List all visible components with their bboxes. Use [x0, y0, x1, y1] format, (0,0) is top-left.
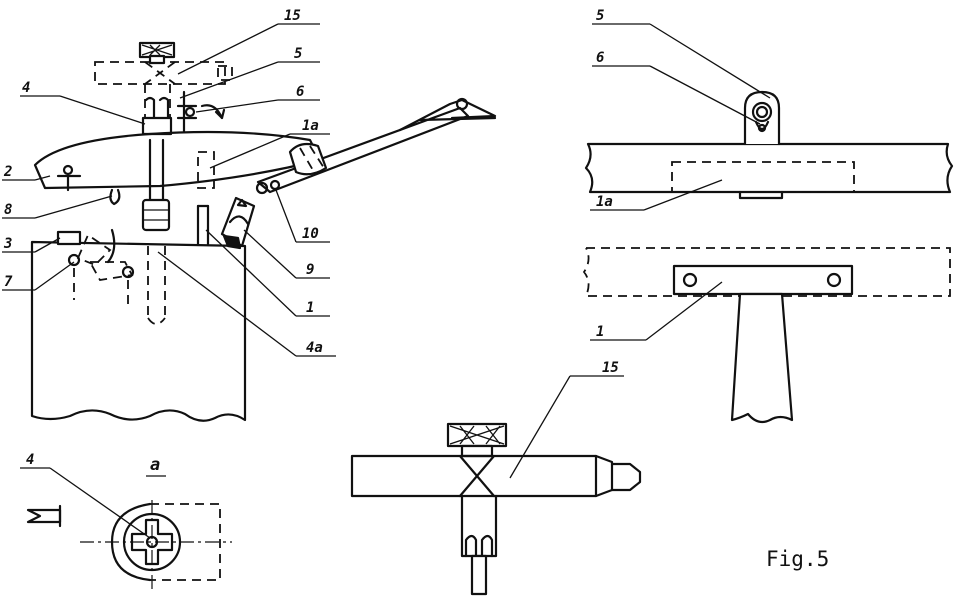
hook-8	[109, 188, 121, 206]
direction-arrow	[26, 508, 62, 524]
post-1	[196, 204, 210, 246]
detail-view-a: a 4	[20, 452, 232, 590]
label-6-left: 6	[296, 84, 304, 100]
right-views: 5 6 1a 1	[582, 8, 954, 424]
label-1-right: 1	[596, 324, 604, 340]
label-5-right: 5	[596, 8, 604, 24]
bottom-view-holder: 15	[350, 360, 642, 596]
label-7-left: 7	[4, 274, 13, 290]
label-9-left: 9	[306, 262, 314, 278]
label-15-left: 15	[284, 8, 301, 24]
lower-rail	[582, 247, 951, 297]
arm-10	[255, 97, 497, 195]
label-1a-left: 1a	[302, 118, 319, 134]
plate-1	[672, 264, 854, 296]
tool-holder-15	[94, 41, 233, 136]
clamp-5-6	[176, 90, 226, 134]
left-assembly-view: 15 5 4 6 1a 2 8 10 3 9 7 1 4a	[2, 8, 497, 422]
label-3-left: 3	[3, 236, 12, 252]
upper-rail	[584, 142, 954, 194]
label-4a-left: 4a	[306, 340, 323, 356]
base-block	[30, 240, 247, 422]
label-5-left: 5	[294, 46, 302, 62]
label-10-left: 10	[302, 226, 319, 242]
lever-7	[67, 228, 135, 308]
label-4-left: 4	[22, 80, 30, 96]
left-leaders	[2, 23, 336, 357]
label-1-left: 1	[306, 300, 314, 316]
label-4-detail: 4	[26, 452, 34, 468]
bracket-9	[220, 196, 256, 250]
base-screw-head	[56, 230, 82, 246]
blade-2	[33, 130, 322, 206]
detail-title-a: a	[150, 455, 160, 475]
pillar-1	[730, 292, 794, 424]
label-1a-right: 1a	[596, 194, 613, 210]
label-6-right: 6	[596, 50, 604, 66]
figure-caption: Fig.5	[766, 547, 829, 571]
shaft-4a	[141, 138, 171, 325]
label-8-left: 8	[4, 202, 12, 218]
label-2-left: 2	[3, 164, 12, 180]
label-15-bottom: 15	[602, 360, 619, 376]
